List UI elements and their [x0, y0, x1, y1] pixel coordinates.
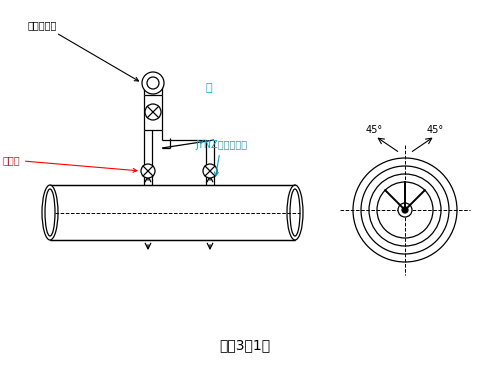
Circle shape [141, 164, 155, 178]
Circle shape [142, 72, 163, 94]
Ellipse shape [286, 185, 303, 240]
Circle shape [203, 164, 217, 178]
Ellipse shape [42, 185, 58, 240]
Text: 差压变送器: 差压变送器 [28, 20, 138, 81]
Text: （图3－1）: （图3－1） [219, 338, 270, 352]
Circle shape [145, 104, 161, 120]
Text: 45°: 45° [365, 125, 382, 135]
Text: JYNZ内锥体装置: JYNZ内锥体装置 [195, 140, 246, 176]
Text: 阀: 阀 [204, 83, 211, 93]
Circle shape [147, 77, 159, 89]
Circle shape [401, 207, 407, 213]
Text: 截止阀: 截止阀 [2, 155, 137, 172]
Text: 45°: 45° [426, 125, 443, 135]
Circle shape [397, 203, 411, 217]
